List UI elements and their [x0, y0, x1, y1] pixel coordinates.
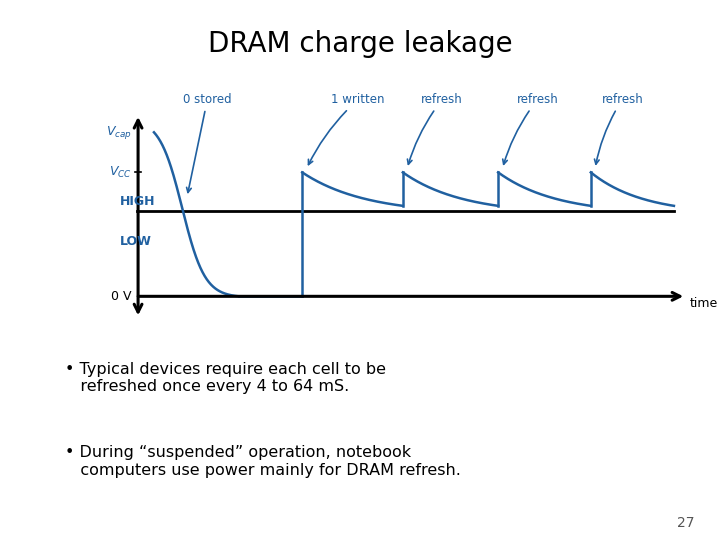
Text: HIGH: HIGH [120, 195, 155, 208]
Text: $V_\mathregular{CC}$: $V_\mathregular{CC}$ [109, 165, 132, 180]
Text: time: time [690, 297, 718, 310]
Text: LOW: LOW [120, 235, 151, 248]
Text: 27: 27 [678, 516, 695, 530]
Text: 0 V: 0 V [111, 290, 132, 303]
Text: refresh: refresh [503, 93, 559, 164]
Text: 1 written: 1 written [308, 93, 385, 165]
Text: refresh: refresh [408, 93, 463, 164]
Text: DRAM charge leakage: DRAM charge leakage [207, 30, 513, 58]
Text: $V_\mathregular{cap}$: $V_\mathregular{cap}$ [106, 124, 132, 141]
Text: • Typical devices require each cell to be
   refreshed once every 4 to 64 mS.: • Typical devices require each cell to b… [65, 362, 386, 394]
Text: • During “suspended” operation, notebook
   computers use power mainly for DRAM : • During “suspended” operation, notebook… [65, 446, 461, 478]
Text: 0 stored: 0 stored [183, 93, 232, 192]
Text: refresh: refresh [595, 93, 643, 164]
